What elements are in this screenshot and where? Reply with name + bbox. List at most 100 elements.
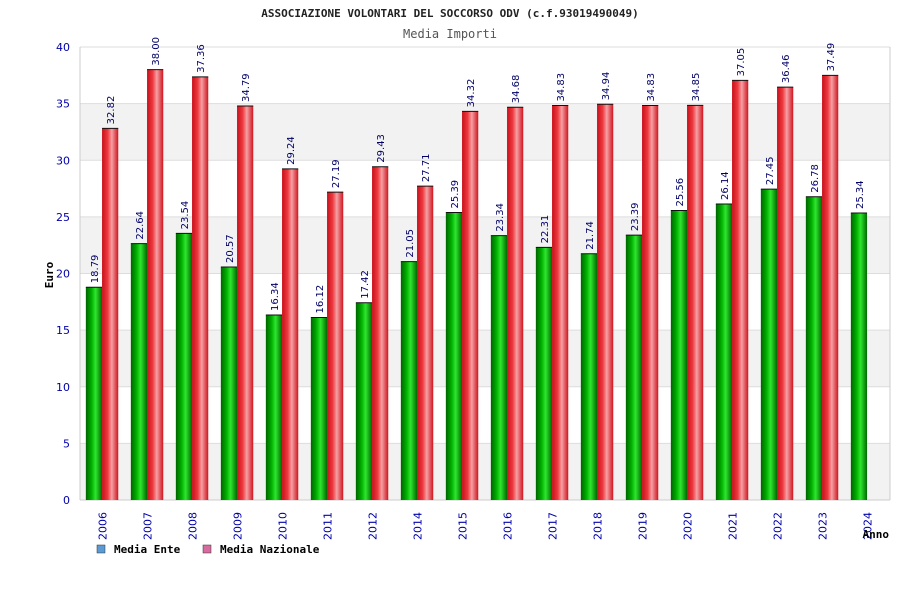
bar-media-nazionale — [822, 75, 839, 500]
y-axis-label: Euro — [43, 261, 56, 288]
data-label: 34.85 — [691, 73, 702, 102]
bar-media-ente — [670, 210, 688, 500]
data-label: 21.74 — [585, 221, 596, 250]
data-label: 34.68 — [511, 75, 522, 104]
bar-media-ente — [220, 267, 238, 500]
bar-media-ente — [850, 213, 868, 500]
bar-media-ente — [760, 189, 778, 500]
bar-media-nazionale — [237, 106, 254, 501]
data-label: 34.94 — [601, 72, 612, 101]
x-axis: 2006 2007 2008 2009 2010 2011 2012 2014 2015 2016… — [97, 512, 875, 540]
data-label: 29.24 — [286, 136, 297, 165]
data-label: 32.82 — [106, 96, 117, 125]
data-label: 16.34 — [270, 282, 281, 311]
data-label: 25.56 — [675, 178, 686, 207]
bar-media-nazionale — [552, 105, 569, 501]
bar-media-nazionale — [777, 87, 794, 500]
bar-media-nazionale — [417, 186, 434, 500]
data-label: 26.14 — [720, 171, 731, 200]
y-tick-label: 5 — [63, 437, 70, 450]
data-label: 27.45 — [765, 156, 776, 185]
bar-media-nazionale — [327, 192, 344, 501]
bar-media-ente — [625, 235, 643, 500]
grid-band — [80, 330, 890, 387]
y-tick-label: 0 — [63, 494, 70, 507]
bar-media-nazionale — [687, 105, 704, 500]
y-tick-label: 25 — [56, 211, 70, 224]
data-label: 36.46 — [781, 54, 792, 83]
data-label: 23.34 — [495, 203, 506, 232]
x-tick-label: 2011 — [322, 512, 335, 540]
x-tick-label: 2018 — [592, 512, 605, 540]
x-tick-label: 2019 — [637, 512, 650, 540]
bar-media-nazionale — [372, 166, 389, 500]
data-label: 27.19 — [331, 159, 342, 188]
x-tick-label: 2009 — [232, 512, 245, 540]
y-tick-label: 20 — [56, 268, 70, 281]
data-label: 26.78 — [810, 164, 821, 193]
bar-media-ente — [355, 302, 373, 500]
data-label: 23.39 — [630, 202, 641, 231]
bar-media-nazionale — [282, 168, 299, 500]
plot-background — [79, 46, 891, 501]
legend-swatch — [202, 544, 212, 554]
data-label: 34.32 — [466, 79, 477, 108]
data-label: 34.83 — [646, 73, 657, 102]
x-tick-label: 2006 — [97, 512, 110, 540]
bar-media-nazionale — [462, 111, 479, 501]
x-tick-label: 2010 — [277, 512, 290, 540]
data-label: 16.12 — [315, 285, 326, 314]
bar-media-ente — [175, 233, 193, 501]
x-tick-label: 2022 — [772, 512, 785, 540]
y-tick-label: 35 — [56, 98, 70, 111]
bar-media-nazionale — [597, 104, 614, 500]
chart-title: ASSOCIAZIONE VOLONTARI DEL SOCCORSO ODV … — [261, 7, 639, 20]
x-tick-label: 2020 — [682, 512, 695, 540]
data-label: 37.36 — [196, 44, 207, 73]
x-tick-label: 2024 — [862, 512, 875, 540]
bar-media-ente — [400, 261, 418, 500]
data-label: 37.49 — [826, 43, 837, 72]
x-tick-label: 2012 — [367, 512, 380, 540]
bar-media-ente — [490, 235, 508, 500]
data-label: 20.57 — [225, 234, 236, 263]
y-tick-label: 15 — [56, 324, 70, 337]
bar-media-nazionale — [192, 76, 209, 500]
value-labels-group: 18.79 32.82 22.64 38.00 23.54 37.36 20.57 34.79… — [90, 37, 866, 313]
bar-media-nazionale — [102, 128, 119, 500]
bar-media-ente — [580, 253, 598, 500]
data-label: 25.39 — [450, 180, 461, 209]
bar-media-ente — [715, 203, 733, 501]
bar-media-nazionale — [732, 80, 749, 500]
data-label: 25.34 — [855, 180, 866, 209]
chart-subtitle: Media Importi — [403, 27, 497, 41]
bar-media-ente — [535, 247, 553, 500]
grid-band — [80, 216, 890, 274]
data-label: 27.71 — [421, 154, 432, 183]
bars-group — [85, 69, 868, 501]
data-label: 22.64 — [135, 211, 146, 240]
legend: Media Ente Media Nazionale — [96, 543, 320, 556]
legend-label: Media Nazionale — [220, 543, 320, 556]
data-label: 37.05 — [736, 48, 747, 77]
y-tick-label: 40 — [56, 41, 70, 54]
x-axis-label: Anno — [863, 528, 890, 541]
x-tick-label: 2023 — [817, 512, 830, 540]
bar-media-ente — [130, 243, 148, 501]
grid-band — [80, 443, 890, 500]
grid-band — [80, 103, 890, 161]
x-tick-label: 2021 — [727, 512, 740, 540]
bar-media-ente — [310, 317, 328, 500]
y-tick-label: 30 — [56, 154, 70, 167]
data-label: 34.83 — [556, 73, 567, 102]
x-tick-label: 2007 — [142, 512, 155, 540]
bar-media-ente — [805, 196, 823, 501]
data-label: 29.43 — [376, 134, 387, 163]
x-tick-label: 2017 — [547, 512, 560, 540]
bar-media-nazionale — [147, 69, 164, 501]
bar-media-nazionale — [507, 107, 524, 501]
bar-media-ente — [445, 212, 463, 500]
data-label: 17.42 — [360, 270, 371, 299]
